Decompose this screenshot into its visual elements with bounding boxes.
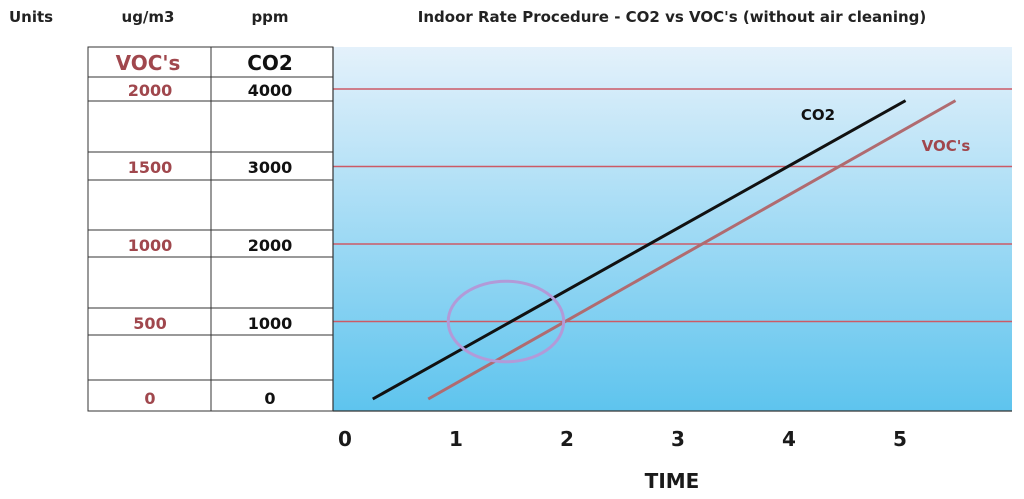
x-tick-4: 4	[782, 427, 796, 451]
chart-title: Indoor Rate Procedure - CO2 vs VOC's (wi…	[418, 8, 926, 26]
x-tick-0: 0	[338, 427, 352, 451]
x-tick-5: 5	[893, 427, 907, 451]
units-table	[87, 46, 334, 412]
series-label-co2: CO2	[801, 106, 835, 124]
x-axis-label: TIME	[645, 469, 700, 493]
voc-value-row-4: 500	[133, 314, 166, 333]
highlight-ellipse	[446, 279, 566, 364]
voc-value-row-3: 1000	[128, 236, 173, 255]
plot-area	[333, 47, 1012, 411]
co2-value-row-4: 1000	[248, 314, 293, 333]
gridlines	[333, 88, 1012, 323]
series-label-voc: VOC's	[922, 137, 971, 155]
x-tick-2: 2	[560, 427, 574, 451]
units-header: Units	[9, 8, 53, 26]
x-tick-1: 1	[449, 427, 463, 451]
voc-value-row-5: 0	[144, 389, 155, 408]
co2-value-row-1: 4000	[248, 81, 293, 100]
x-tick-labels: 0 1 2 3 4 5	[338, 427, 907, 451]
co2-value-row-3: 2000	[248, 236, 293, 255]
voc-column-header: VOC's	[116, 51, 181, 75]
series-lines	[372, 99, 957, 401]
co2-unit-header: ppm	[251, 8, 288, 26]
series-line-co2	[372, 99, 907, 401]
co2-value-row-5: 0	[264, 389, 275, 408]
voc-unit-header: ug/m3	[122, 8, 175, 26]
voc-value-row-2: 1500	[128, 158, 173, 177]
voc-value-row-1: 2000	[128, 81, 173, 100]
co2-value-row-2: 3000	[248, 158, 293, 177]
series-labels: CO2 VOC's	[801, 106, 970, 155]
co2-column-header: CO2	[247, 51, 293, 75]
x-tick-3: 3	[671, 427, 685, 451]
series-line-voc	[427, 99, 957, 401]
